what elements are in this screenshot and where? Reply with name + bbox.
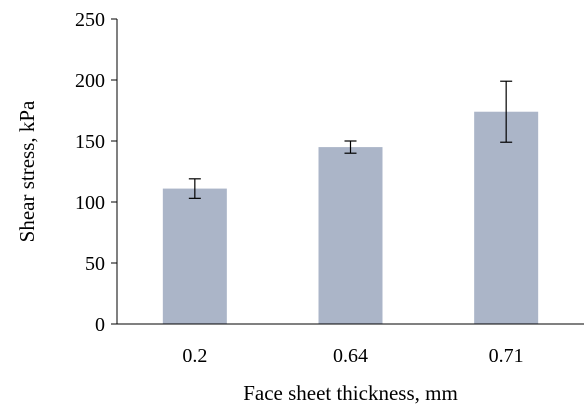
bar <box>474 111 539 324</box>
y-tick-label: 150 <box>75 131 105 153</box>
bar <box>162 188 227 324</box>
y-tick-label: 50 <box>85 253 105 275</box>
x-ticks-group: 0.2 0.64 0.71 <box>182 345 523 367</box>
bars-group <box>162 111 539 324</box>
x-tick-label: 0.2 <box>182 345 207 367</box>
y-axis-title: Shear stress, kPa <box>15 100 39 242</box>
bar <box>318 147 383 324</box>
x-tick-label: 0.71 <box>489 345 524 367</box>
y-tick-label: 250 <box>75 9 105 31</box>
x-axis-title: Face sheet thickness, mm <box>243 381 458 405</box>
error-bars-group <box>188 80 513 199</box>
y-tick-label: 200 <box>75 70 105 92</box>
y-ticks-group: 0 50 100 150 200 250 <box>75 9 117 336</box>
y-tick-label: 0 <box>95 314 105 336</box>
y-tick-label: 100 <box>75 192 105 214</box>
x-tick-label: 0.64 <box>333 345 368 367</box>
